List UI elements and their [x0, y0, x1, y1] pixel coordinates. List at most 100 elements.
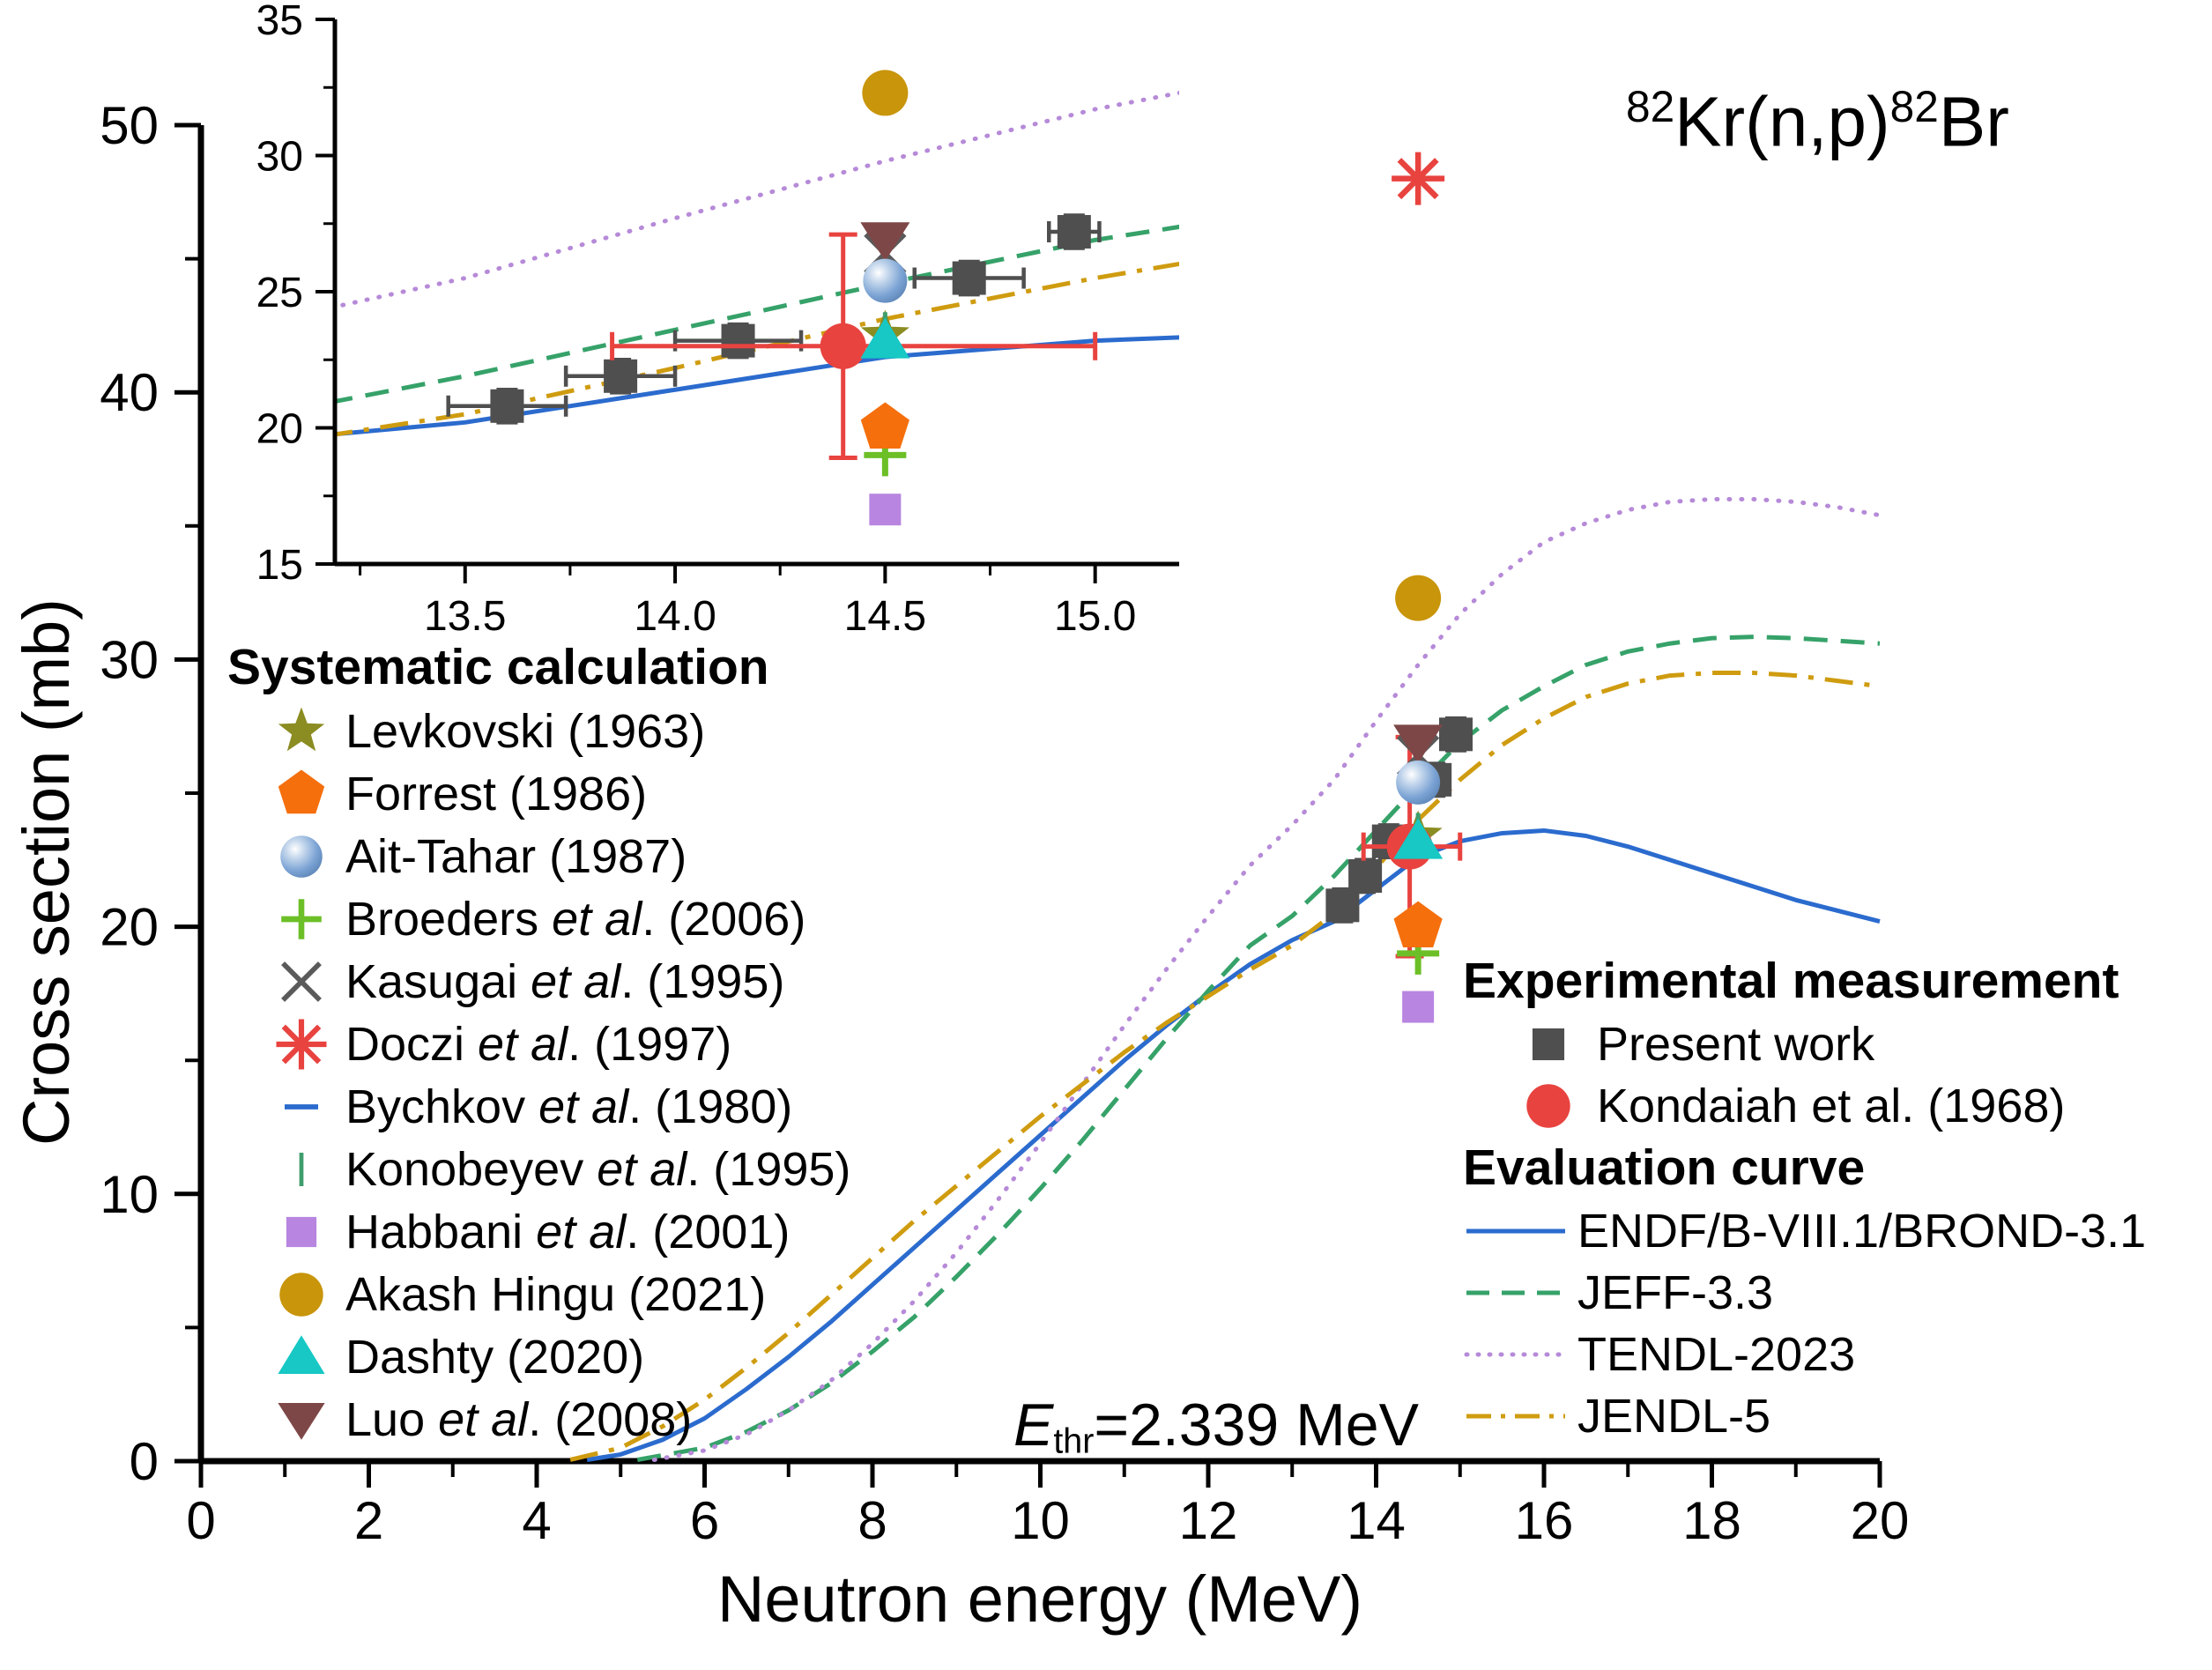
inset-y-tick-label: 25: [256, 270, 303, 316]
legend-right: Experimental measurement Present work Kon…: [1463, 952, 2146, 1447]
main-x-tick-label: 10: [1011, 1491, 1070, 1550]
x-icon: [257, 953, 345, 1011]
legend-item-label: Levkovski (1963): [345, 704, 705, 759]
inset-y-tick-label: 30: [256, 134, 303, 181]
kondaiah-point: [610, 232, 1098, 460]
legend-item-label: Dashty (2020): [345, 1330, 644, 1384]
main-y-tick-label: 0: [130, 1432, 159, 1491]
main-x-tick-label: 2: [354, 1491, 383, 1550]
threshold-annotation: Ethr=2.339 MeV: [1013, 1391, 1419, 1462]
legend-item-label-part: Broeders: [345, 892, 553, 946]
legend-item-dashty-2020-: Dashty (2020): [227, 1325, 850, 1388]
inset-y-tick-label: 20: [256, 406, 303, 453]
legend-item-label: Forrest (1986): [345, 767, 647, 821]
fcircle-icon: [257, 1265, 345, 1324]
legend-item-doczi: Doczi et al. (1997): [227, 1013, 850, 1075]
legend-item-label: Doczi et al. (1997): [345, 1017, 731, 1072]
ethr-value: =2.339 MeV: [1094, 1392, 1419, 1458]
legend-item-label-part: . (1995): [687, 1142, 851, 1196]
legend-item-label-part: . (1997): [568, 1017, 732, 1071]
main-x-tick-label: 12: [1179, 1491, 1238, 1550]
systematic-points-over: [1392, 152, 1445, 1023]
reaction-mid: Kr(n,p): [1674, 82, 1890, 161]
inset-x-tick-label: 13.5: [424, 593, 506, 640]
tridown-icon: [257, 1391, 345, 1449]
legend-item-label-part: Kasugai: [345, 954, 531, 1008]
main-x-tick-label: 4: [522, 1491, 551, 1550]
inset-plot: 13.5 14.0 14.5 15.0 15 20 25 30 35: [256, 0, 1179, 640]
legend-item-akash-hingu-2021-: Akash Hingu (2021): [227, 1263, 850, 1325]
legend-item-forrest-1986-: Forrest (1986): [227, 762, 850, 825]
main-x-tick-label: 18: [1682, 1491, 1741, 1550]
present-work-points: [446, 213, 1102, 425]
legend-item-jeff-3-3: JEFF-3.3: [1463, 1262, 2146, 1324]
legend-item-label-part: . (1995): [620, 954, 785, 1008]
inset-x-tick-label: 15.0: [1054, 593, 1136, 640]
main-eval-curves: [569, 496, 1882, 1462]
legend-item-label-part: . (2006): [642, 892, 806, 946]
legend-item-label-part: . (1980): [628, 1080, 793, 1133]
legend-item-endf-b-viii-1-brond-3-1: ENDF/B-VIII.1/BROND-3.1: [1463, 1200, 2146, 1262]
legend-item-label: Konobeyev et al. (1995): [345, 1142, 850, 1197]
asterisk-icon: [257, 1015, 345, 1073]
legend-item-label: JENDL-5: [1577, 1390, 1771, 1443]
legend-item-label: JEFF-3.3: [1577, 1266, 1774, 1319]
reaction-end: Br: [1938, 82, 2009, 161]
legend-item-label-part: et al: [438, 1392, 529, 1446]
sphere-icon: [257, 828, 345, 886]
legend-item-label: Luo et al. (2008): [345, 1392, 692, 1447]
legend-item-label: TENDL-2023: [1577, 1328, 1856, 1381]
legend-item-present-work: Present work: [1463, 1013, 2146, 1075]
legend-item-label-part: et al: [597, 1142, 687, 1196]
legend-item-label: Ait-Tahar (1987): [345, 829, 687, 884]
legend-item-label: Akash Hingu (2021): [345, 1267, 766, 1322]
curve-tendl-2023: [651, 496, 1882, 1462]
legend-item-label-part: Akash Hingu (2021): [345, 1267, 767, 1321]
legend-item-ait-tahar-1987-: Ait-Tahar (1987): [227, 825, 850, 887]
mass-superscript: 82: [1889, 82, 1939, 131]
main-axes: 0 2 4 6 8 10 12 14 16 18 20 0 10 20 30 40 50: [100, 96, 1909, 1550]
legend-item-label-part: Habbani: [345, 1205, 537, 1258]
main-y-tick-label: 20: [100, 898, 159, 957]
legend-item-label: Broeders et al. (2006): [345, 892, 805, 946]
main-scatter: [1325, 152, 1473, 1023]
line-sample-icon: [1466, 1414, 1565, 1419]
legend-experimental-header: Experimental measurement: [1463, 953, 2119, 1009]
curve-endf-b-viii-1-brond-3-1: [586, 828, 1881, 1462]
inset-axes: 13.5 14.0 14.5 15.0 15 20 25 30 35: [256, 0, 1179, 640]
legend-item-broeders: Broeders et al. (2006): [227, 887, 850, 950]
main-x-tick-label: 20: [1851, 1491, 1910, 1550]
line-sample-icon: [1466, 1228, 1565, 1234]
legend-item-label-part: . (2001): [626, 1205, 791, 1258]
inset-y-tick-label: 35: [256, 0, 303, 44]
main-y-tick-label: 10: [100, 1165, 159, 1224]
legend-item-konobeyev: Konobeyev et al. (1995): [227, 1138, 850, 1200]
ethr-symbol: E: [1013, 1392, 1054, 1458]
present-work-points: [1325, 716, 1473, 924]
main-x-tick-label: 14: [1347, 1491, 1406, 1550]
circle-icon: [1500, 1077, 1597, 1135]
main-x-tick-label: 6: [690, 1491, 719, 1550]
legend-evaluation-header: Evaluation curve: [1463, 1139, 1866, 1196]
legend-item-label-part: et al: [552, 892, 642, 946]
inset-content: [335, 70, 1179, 526]
legend-item-kasugai: Kasugai et al. (1995): [227, 950, 850, 1013]
reaction-title: 82Kr(n,p)82Br: [1626, 81, 2009, 162]
legend-item-habbani: Habbani et al. (2001): [227, 1200, 850, 1263]
plus-icon: [257, 890, 345, 948]
y-axis-title: Cross section (mb): [10, 598, 83, 1146]
legend-item-label: Kondaiah et al. (1968): [1597, 1080, 2066, 1132]
fsquare-icon: [257, 1203, 345, 1261]
main-y-tick-label: 50: [100, 96, 159, 155]
legend-item-label-part: Konobeyev: [345, 1142, 598, 1196]
main-y-tick-label: 40: [100, 363, 159, 422]
inset-y-tick-label: 15: [256, 542, 303, 589]
ethr-subscript: thr: [1053, 1421, 1095, 1461]
main-x-tick-label: 0: [186, 1491, 215, 1550]
legend-item-label-part: et al: [531, 954, 621, 1008]
mass-superscript: 82: [1626, 82, 1675, 131]
legend-systematic-header: Systematic calculation: [227, 639, 769, 695]
legend-item-label-part: et al: [478, 1017, 568, 1071]
